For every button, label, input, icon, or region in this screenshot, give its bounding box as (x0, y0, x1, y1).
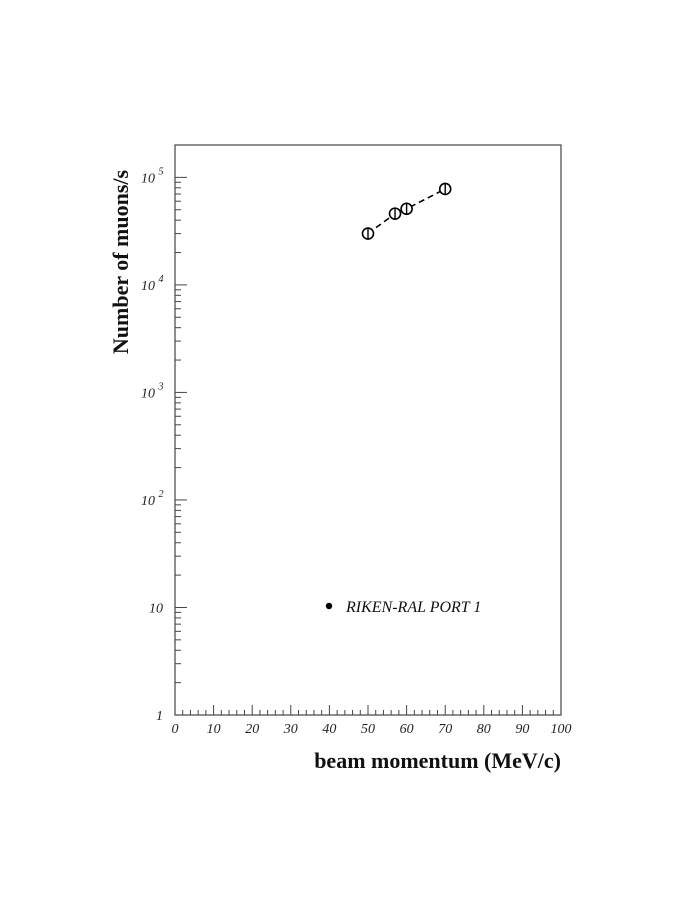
x-tick-label: 10 (207, 722, 221, 737)
legend-label: RIKEN-RAL PORT 1 (345, 599, 481, 616)
x-axis-tick-labels: 0 10 20 30 40 50 60 70 80 90 100 (172, 722, 572, 737)
y-tick-label: 10 (141, 171, 155, 186)
y-tick-exponent: 5 (159, 166, 164, 177)
x-tick-label: 80 (477, 722, 491, 737)
y-tick-label: 10 (149, 601, 163, 616)
legend: RIKEN-RAL PORT 1 (325, 599, 481, 616)
x-tick-label: 70 (438, 722, 452, 737)
y-tick-label: 10 (141, 386, 155, 401)
x-axis-title: beam momentum (MeV/c) (314, 748, 561, 773)
y-tick-label: 10 (141, 494, 155, 509)
y-tick-exponent: 2 (159, 489, 164, 500)
y-tick-label: 1 (156, 709, 163, 724)
y-tick-label: 10 (141, 279, 155, 294)
x-tick-label: 90 (515, 722, 529, 737)
x-tick-label: 20 (245, 722, 259, 737)
y-axis-ticks (175, 144, 187, 716)
x-tick-label: 100 (551, 722, 572, 737)
x-tick-label: 60 (400, 722, 414, 737)
x-tick-label: 0 (172, 722, 179, 737)
x-tick-label: 40 (322, 722, 336, 737)
x-axis-ticks (174, 705, 562, 715)
x-tick-label: 30 (283, 722, 298, 737)
y-tick-exponent: 4 (159, 274, 164, 285)
y-tick-exponent: 3 (158, 381, 164, 392)
data-points (361, 182, 452, 240)
y-axis-title: Number of muons/s (108, 169, 133, 354)
legend-marker (325, 602, 333, 610)
x-tick-label: 50 (361, 722, 375, 737)
